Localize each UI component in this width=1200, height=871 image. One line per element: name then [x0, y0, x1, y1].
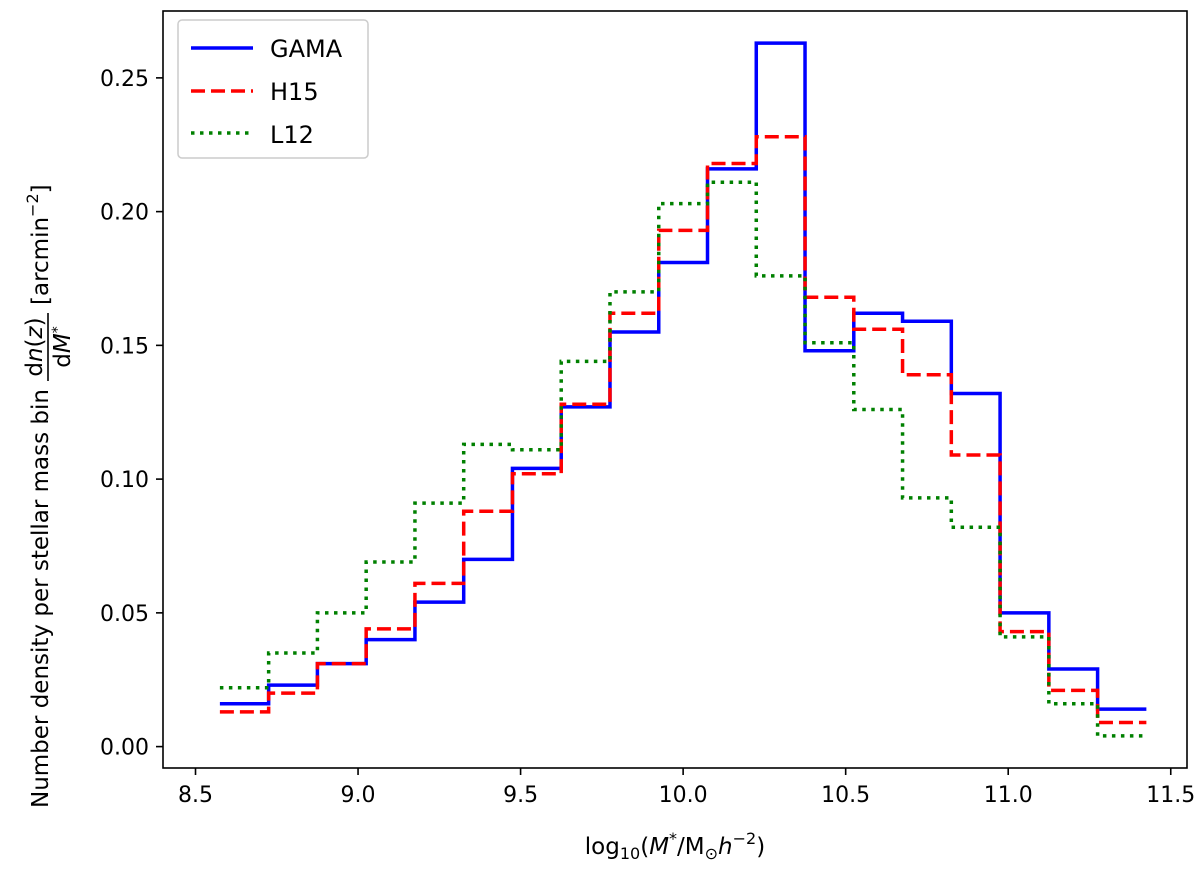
- svg-text:[arcmin−2]: [arcmin−2]: [23, 184, 54, 305]
- y-axis: 0.00 0.05 0.10 0.15 0.20 0.25: [100, 67, 163, 761]
- y-tick-label: 0.15: [100, 334, 149, 359]
- x-tick-label: 8.5: [178, 783, 213, 808]
- series-line-gama: [219, 41, 1147, 711]
- x-axis: 8.5 9.0 9.5 10.0 10.5 11.0 11.5: [178, 768, 1195, 808]
- series-line-h15: [219, 134, 1147, 725]
- x-tick-label: 9.0: [341, 783, 376, 808]
- x-tick-label: 10.0: [659, 783, 708, 808]
- y-tick-label: 0.00: [100, 736, 149, 761]
- axes-frame: [162, 10, 1188, 769]
- x-axis-label: log10(M*/M⊙h−2): [585, 829, 765, 863]
- legend-label-h15: H15: [270, 78, 319, 106]
- x-tick-label: 11.0: [984, 783, 1033, 808]
- series-line-l12: [219, 180, 1147, 738]
- y-tick-label: 0.25: [100, 67, 149, 92]
- svg-text:dn(z): dn(z): [22, 317, 48, 376]
- legend-box: [177, 19, 369, 159]
- svg-text:Number density per stellar mas: Number density per stellar mass bin: [28, 389, 54, 808]
- legend-label-gama: GAMA: [270, 35, 343, 63]
- y-tick-label: 0.20: [100, 201, 149, 226]
- legend: GAMA H15 L12: [177, 19, 369, 159]
- y-axis-label: Number density per stellar mass bin dn(z…: [22, 184, 76, 808]
- x-tick-label: 9.5: [503, 783, 538, 808]
- legend-label-l12: L12: [270, 121, 314, 149]
- svg-text:dM*: dM*: [50, 326, 76, 367]
- y-tick-label: 0.05: [100, 602, 149, 627]
- x-tick-label: 11.5: [1146, 783, 1195, 808]
- x-tick-label: 10.5: [821, 783, 870, 808]
- y-tick-label: 0.10: [100, 468, 149, 493]
- plot-lines: [219, 41, 1147, 738]
